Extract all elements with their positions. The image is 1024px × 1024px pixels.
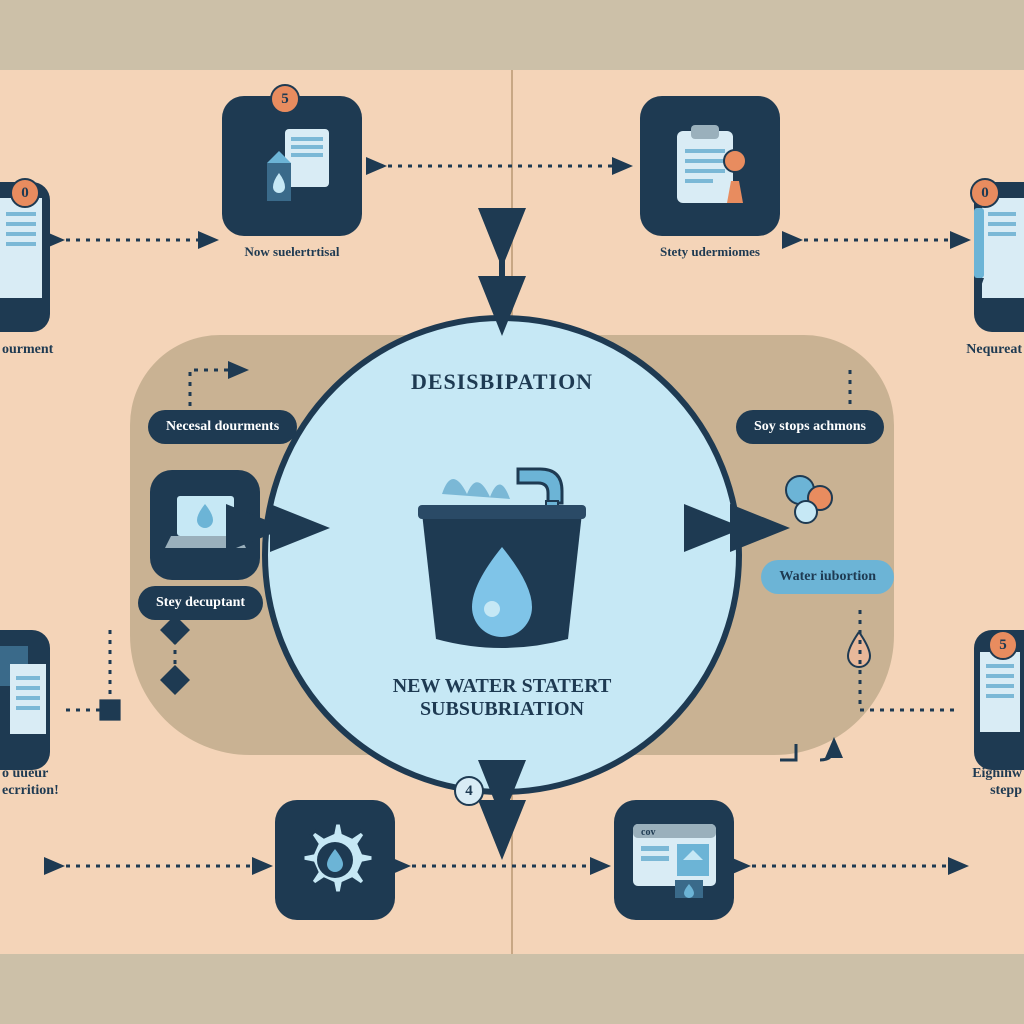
label-bottom-right: Eighihw stepp [952,766,1022,800]
gear-icon [290,815,380,905]
badge-icon: 0 [10,178,40,208]
label-left-edge: ourment [2,342,53,358]
label-bottom-left: o uueur ecrrition! [2,766,72,800]
label-top-right: Stety udermiomes [645,244,775,260]
drop-icon [844,630,874,670]
documents-icon [247,121,337,211]
badge-icon: 5 [270,84,300,114]
gems-icon [776,468,846,538]
clipboard-icon [663,119,758,214]
center-circle: DESISBIPATION NEW WATER STATERT SUBSUBRI… [262,315,742,795]
badge-icon: 5 [988,630,1018,660]
doc-stack-icon [0,646,50,756]
infographic-canvas: DESISBIPATION NEW WATER STATERT SUBSUBRI… [0,70,1024,954]
label-right-edge: Nequreat [966,342,1022,358]
node-screen: cov [614,800,734,920]
window-icon: cov [627,818,722,903]
pill-left: Necesal dourments [148,410,297,444]
badge-icon: 4 [454,776,484,806]
label-top-left: Now suelertrtisal [232,244,352,260]
node-top-left: 5 [222,96,362,236]
center-title: DESISBIPATION [411,369,593,395]
badge-icon: 0 [970,178,1000,208]
node-mid-left [150,470,260,580]
pill-mid-left: Stey decuptant [138,586,263,620]
node-gear [275,800,395,920]
doc-stack-icon [974,646,1024,756]
laptop-icon [163,490,248,560]
pill-right: Soy stops achmons [736,410,884,444]
doc-lines-icon [0,198,50,318]
node-top-right [640,96,780,236]
pill-blue: Water iubortion [761,560,894,594]
water-bucket-icon [392,459,612,659]
window-label: cov [641,827,655,838]
doc-pencil-icon [974,198,1024,318]
center-subtitle: NEW WATER STATERT SUBSUBRIATION [362,675,642,721]
